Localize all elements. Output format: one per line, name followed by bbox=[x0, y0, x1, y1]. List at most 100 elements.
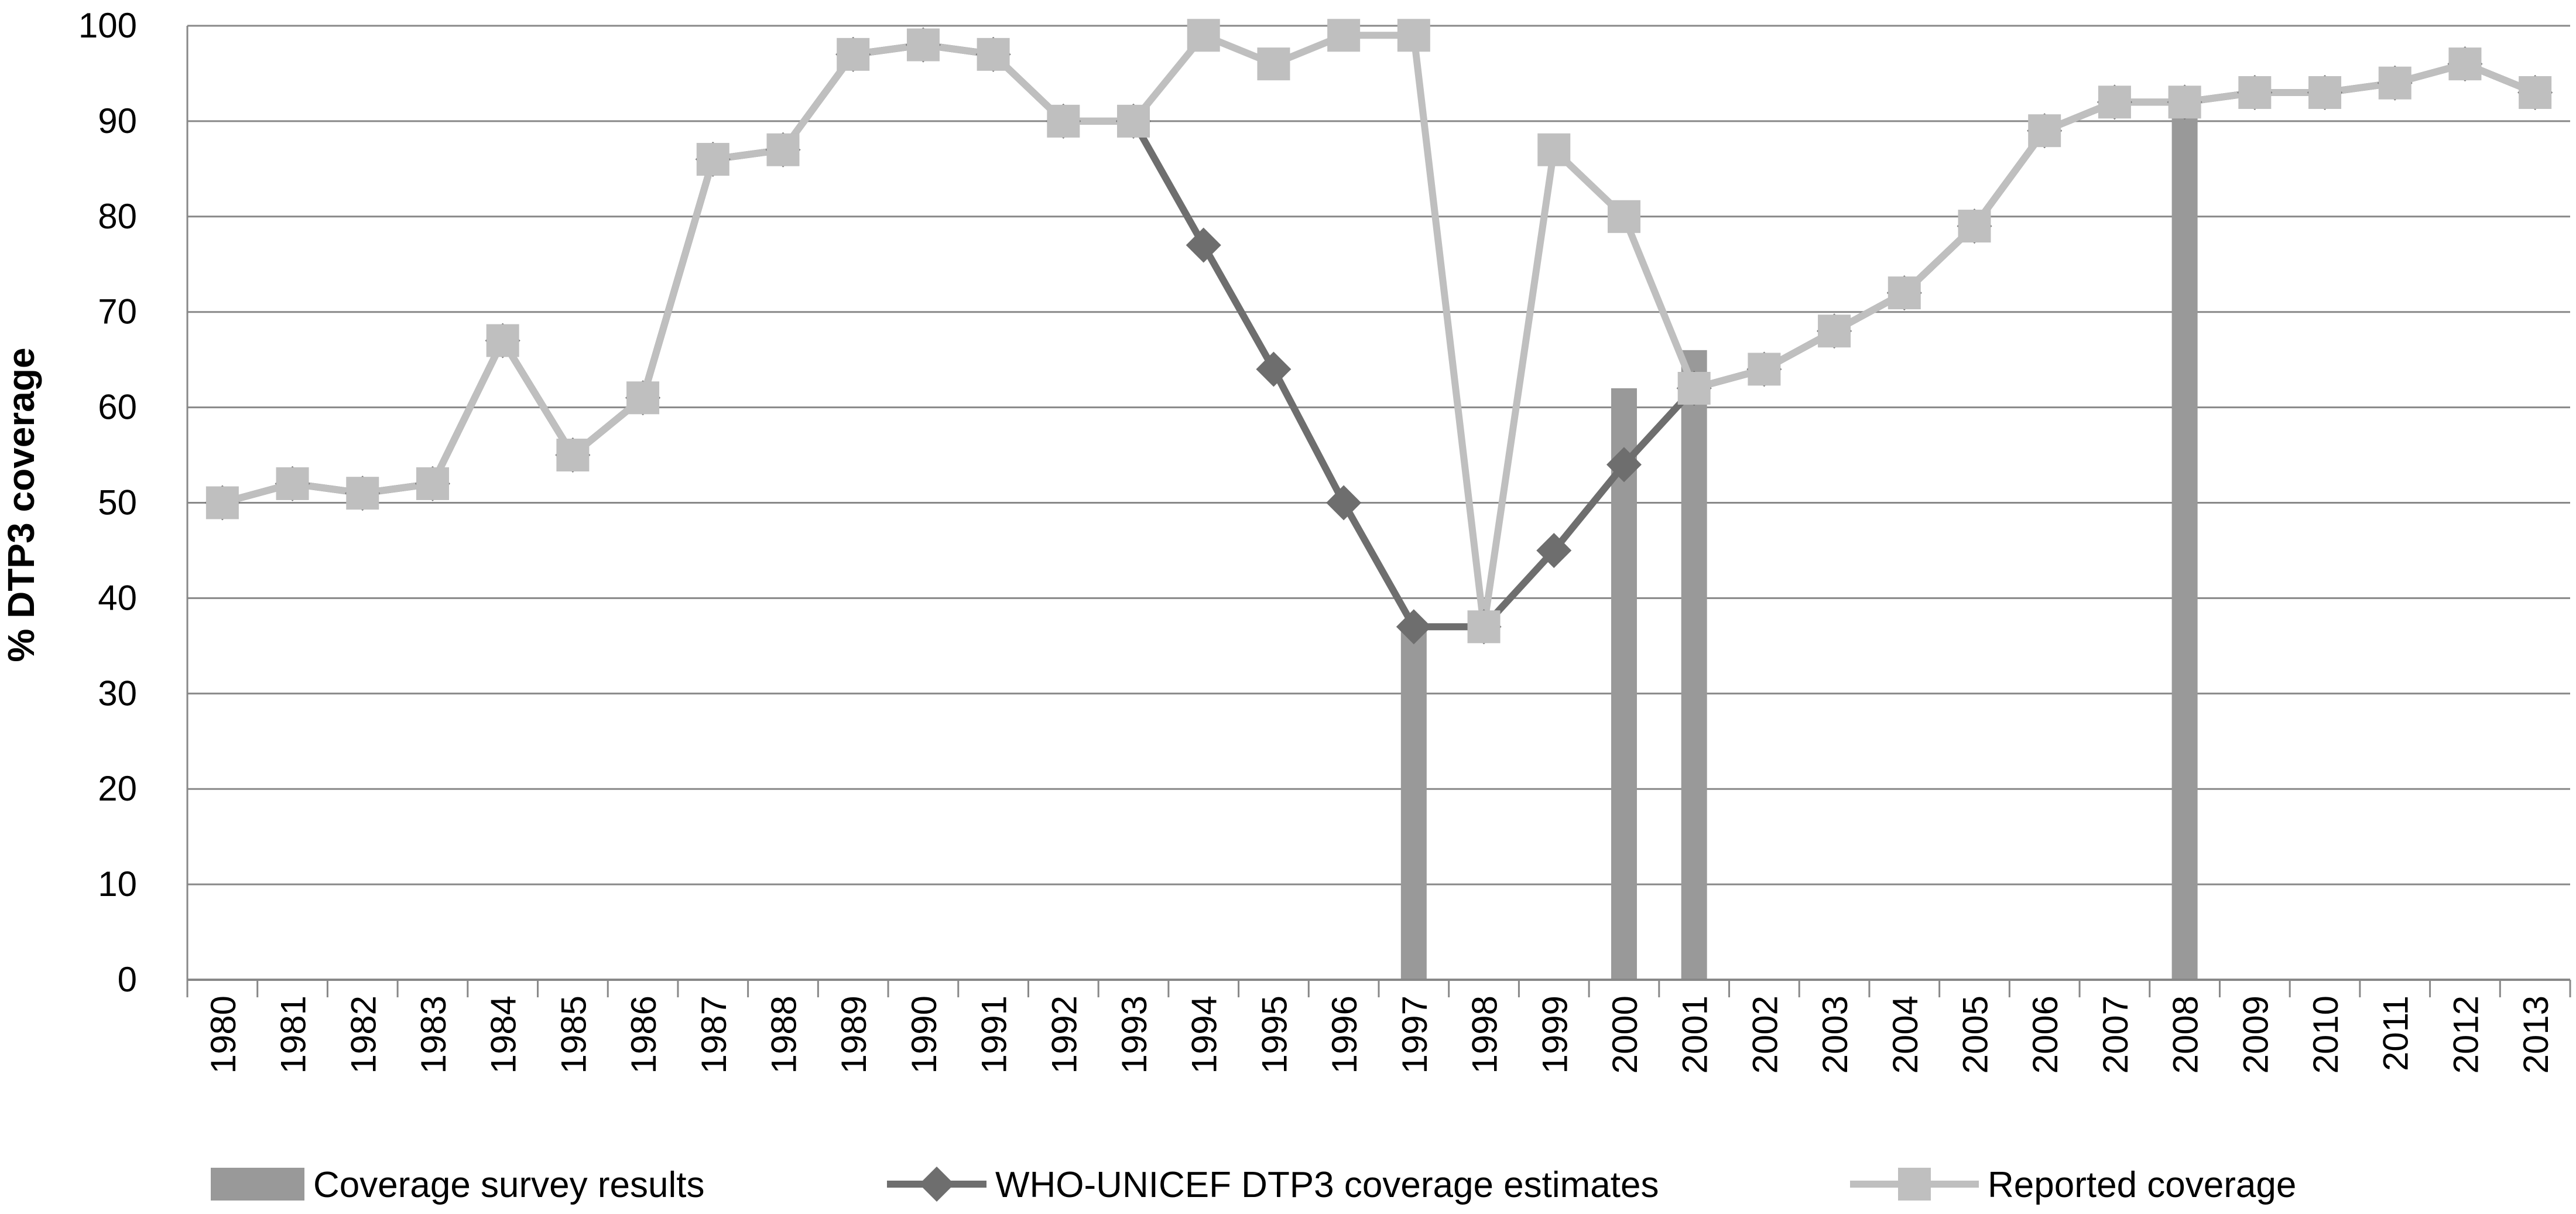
survey-bar bbox=[1611, 388, 1637, 980]
data-point-square bbox=[2519, 76, 2552, 110]
survey-bar bbox=[1400, 627, 1427, 980]
x-tick-label: 2000 bbox=[1605, 996, 1645, 1073]
x-tick-label: 1996 bbox=[1325, 996, 1364, 1073]
data-point-square bbox=[1257, 47, 1290, 81]
x-tick-label: 2004 bbox=[1886, 996, 1925, 1073]
data-point-square bbox=[2308, 76, 2342, 110]
x-tick-label: 1987 bbox=[694, 996, 734, 1073]
data-point-square bbox=[977, 37, 1010, 71]
data-point-square bbox=[1888, 276, 1921, 310]
data-point-square bbox=[1047, 104, 1080, 138]
legend-swatch-bar bbox=[211, 1168, 304, 1201]
data-point-square bbox=[346, 477, 379, 510]
data-point-square bbox=[1748, 353, 1781, 386]
data-point-square bbox=[2238, 76, 2272, 110]
x-tick-label: 2002 bbox=[1745, 996, 1784, 1073]
data-point-diamond bbox=[1536, 532, 1572, 568]
data-point-square bbox=[1958, 210, 1991, 243]
x-tick-label: 2006 bbox=[2026, 996, 2065, 1073]
y-tick-label: 50 bbox=[98, 483, 137, 522]
data-point-square bbox=[205, 486, 239, 519]
data-point-square bbox=[2168, 86, 2201, 119]
legend-label: Coverage survey results bbox=[313, 1165, 705, 1205]
x-tick-label: 1989 bbox=[834, 996, 873, 1073]
legend: Coverage survey results WHO-UNICEF DTP3 c… bbox=[211, 1165, 2296, 1205]
data-point-square bbox=[2448, 47, 2482, 81]
data-point-square bbox=[696, 143, 729, 176]
data-point-square bbox=[837, 37, 870, 71]
data-point-square bbox=[906, 28, 940, 61]
data-point-square bbox=[1117, 104, 1150, 138]
x-tick-label: 2010 bbox=[2306, 996, 2345, 1073]
x-tick-label: 2011 bbox=[2376, 996, 2416, 1071]
data-point-diamond bbox=[1396, 609, 1431, 645]
x-tick-label: 1980 bbox=[204, 996, 243, 1073]
data-point-diamond bbox=[1256, 351, 1292, 387]
data-point-square bbox=[1187, 19, 1220, 52]
data-point-square bbox=[1397, 19, 1430, 52]
legend-marker-square bbox=[1898, 1168, 1931, 1201]
data-point-square bbox=[2098, 86, 2131, 119]
data-point-square bbox=[416, 467, 449, 500]
x-tick-label: 2005 bbox=[1956, 996, 1995, 1073]
x-tick-label: 2012 bbox=[2446, 996, 2485, 1073]
series-markers bbox=[204, 19, 2553, 645]
x-tick-label: 2008 bbox=[2166, 996, 2205, 1073]
data-point-square bbox=[1467, 610, 1501, 644]
series-lines bbox=[221, 32, 2537, 631]
x-tick-label: 1997 bbox=[1395, 996, 1434, 1073]
x-tick-label: 2001 bbox=[1676, 996, 1715, 1073]
y-tick-labels: 0 10 20 30 40 50 60 70 80 90 100 bbox=[78, 6, 137, 999]
survey-bars bbox=[1400, 102, 2198, 980]
x-tick-labels: 1980 1981 1982 1983 1984 1985 1986 1987 1988 1989… bbox=[204, 996, 2556, 1073]
y-tick-label: 40 bbox=[98, 578, 137, 617]
x-tick-label: 2007 bbox=[2096, 996, 2135, 1073]
x-tick-label: 1981 bbox=[274, 996, 313, 1073]
data-point-diamond bbox=[1186, 227, 1221, 263]
x-tick-label: 1985 bbox=[554, 996, 593, 1073]
y-tick-label: 80 bbox=[98, 197, 137, 236]
data-point-square bbox=[556, 439, 590, 472]
x-tick-label: 1984 bbox=[484, 996, 523, 1073]
data-point-square bbox=[1327, 19, 1361, 52]
data-point-square bbox=[626, 381, 660, 415]
legend-marker-diamond bbox=[919, 1167, 954, 1202]
legend-label: WHO-UNICEF DTP3 coverage estimates bbox=[995, 1165, 1659, 1205]
data-point-square bbox=[766, 133, 800, 166]
x-tick-label: 1992 bbox=[1044, 996, 1084, 1073]
data-point-diamond bbox=[1606, 447, 1642, 483]
x-tick-label: 1999 bbox=[1535, 996, 1574, 1073]
survey-bar bbox=[2171, 102, 2198, 980]
y-tick-label: 60 bbox=[98, 388, 137, 427]
x-tick-label: 1998 bbox=[1465, 996, 1505, 1073]
survey-bar bbox=[1681, 350, 1707, 980]
data-point-square bbox=[486, 324, 519, 357]
data-point-square bbox=[2028, 114, 2061, 148]
series-line bbox=[221, 32, 2537, 631]
x-tick-label: 1982 bbox=[344, 996, 383, 1073]
x-tick-label: 2003 bbox=[1815, 996, 1855, 1073]
data-point-diamond bbox=[1326, 485, 1362, 521]
data-point-square bbox=[2378, 66, 2411, 100]
x-tick-label: 1986 bbox=[624, 996, 663, 1073]
y-tick-label: 70 bbox=[98, 292, 137, 331]
data-point-square bbox=[1537, 133, 1571, 166]
y-tick-label: 10 bbox=[98, 864, 137, 904]
y-tick-label: 100 bbox=[78, 6, 137, 45]
x-tick-label: 1994 bbox=[1185, 996, 1224, 1073]
x-tick-label: 2009 bbox=[2236, 996, 2275, 1073]
y-tick-label: 0 bbox=[118, 960, 137, 999]
x-tick-label: 1995 bbox=[1255, 996, 1294, 1073]
y-tick-label: 30 bbox=[98, 673, 137, 713]
x-tick-label: 1983 bbox=[414, 996, 453, 1073]
y-axis-title: % DTP3 coverage bbox=[0, 347, 42, 662]
legend-label: Reported coverage bbox=[1988, 1165, 2296, 1205]
axes bbox=[186, 26, 2571, 997]
x-tick-label: 1991 bbox=[975, 996, 1014, 1073]
x-tick-label: 2013 bbox=[2516, 996, 2556, 1073]
data-point-square bbox=[1818, 314, 1851, 348]
data-point-square bbox=[1677, 372, 1711, 405]
y-tick-label: 20 bbox=[98, 769, 137, 808]
data-point-square bbox=[276, 467, 309, 500]
